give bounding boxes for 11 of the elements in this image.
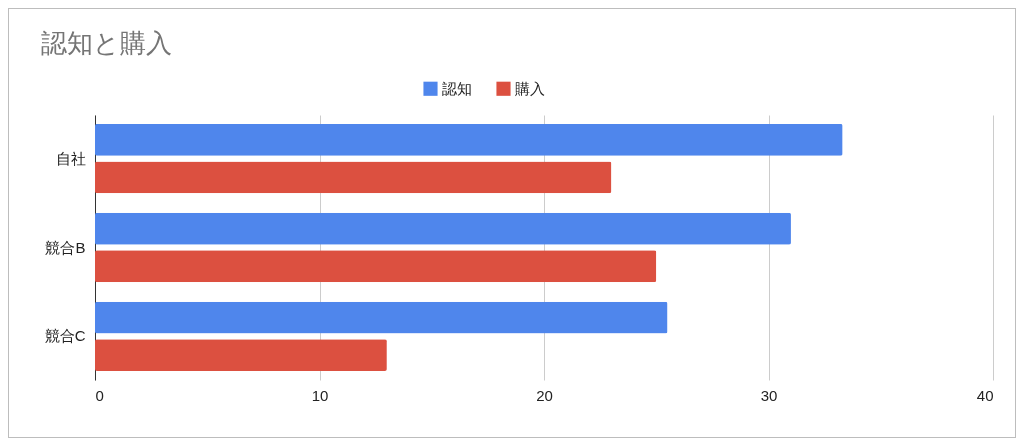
- y-tick-label: 競合C: [44, 327, 86, 345]
- x-tick-label: 0: [95, 386, 104, 404]
- legend-label: 購入: [515, 79, 545, 97]
- x-tick-label: 10: [311, 386, 329, 404]
- y-tick-label: 自社: [55, 149, 86, 167]
- x-tick-label: 40: [976, 386, 994, 404]
- legend-label: 認知: [442, 79, 472, 97]
- x-tick-label: 30: [760, 386, 778, 404]
- y-tick-label: 競合B: [45, 238, 86, 256]
- x-tick-label: 20: [536, 386, 553, 404]
- chart-title: 認知と購入: [41, 28, 172, 58]
